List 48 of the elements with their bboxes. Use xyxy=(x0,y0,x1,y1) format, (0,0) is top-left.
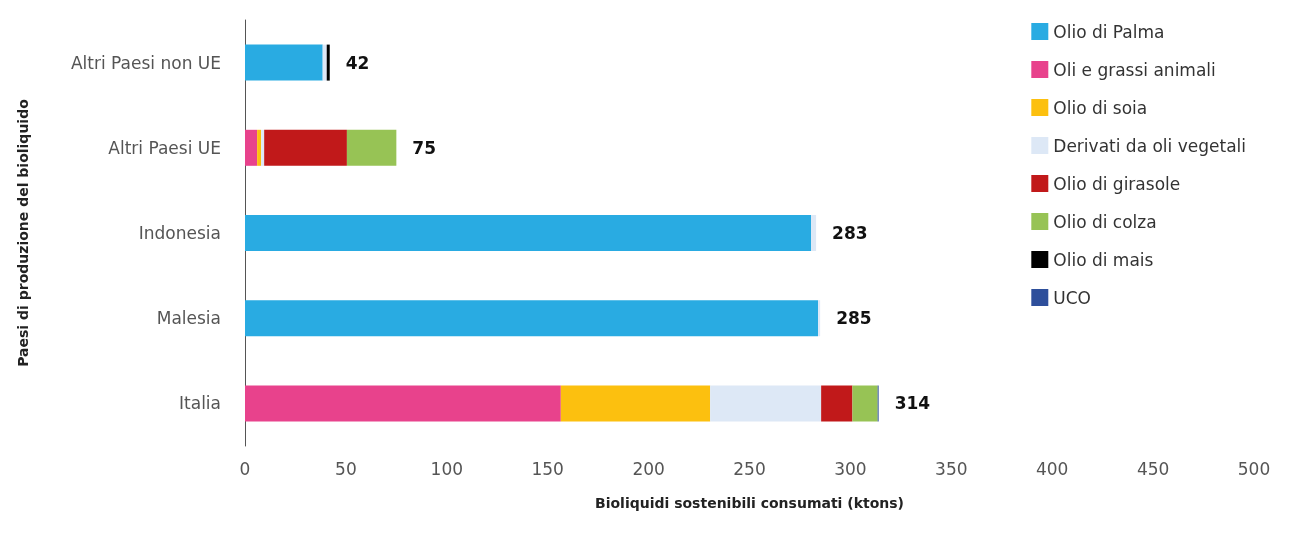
x-tick-label: 500 xyxy=(1237,458,1271,479)
bar xyxy=(245,129,258,166)
bar xyxy=(245,215,812,251)
bar xyxy=(261,129,265,166)
total-label: 283 xyxy=(832,223,868,243)
bar xyxy=(322,44,327,81)
y-tick-label: Altri Paesi non UE xyxy=(70,52,221,73)
y-tick-label: Italia xyxy=(179,393,221,414)
y-tick-label: Altri Paesi UE xyxy=(108,137,221,158)
total-label: 42 xyxy=(345,52,370,73)
y-axis-title: Paesi di produzione del bioliquido xyxy=(15,98,31,367)
legend-label: UCO xyxy=(1053,287,1092,308)
total-label: 75 xyxy=(412,137,437,158)
legend-label: Olio di soia xyxy=(1053,97,1148,118)
bar xyxy=(257,129,262,166)
x-tick-label: 150 xyxy=(531,458,564,479)
x-tick-label: 350 xyxy=(935,458,968,479)
bar xyxy=(326,44,330,81)
bar xyxy=(710,385,822,422)
bar xyxy=(245,385,561,422)
x-tick-label: 250 xyxy=(733,458,766,479)
total-label: 314 xyxy=(894,393,931,414)
bar xyxy=(560,385,711,422)
bar xyxy=(852,385,878,422)
bar xyxy=(818,300,821,337)
bar xyxy=(264,129,347,166)
x-tick-label: 450 xyxy=(1136,458,1170,479)
legend-label: Derivati da oli vegetali xyxy=(1053,135,1247,156)
x-axis-title: Bioliquidi sostenibili consumati (ktons) xyxy=(595,495,904,511)
legend-label: Olio di mais xyxy=(1053,249,1154,270)
x-tick-label: 400 xyxy=(1035,458,1069,479)
legend-label: Olio di Palma xyxy=(1053,21,1165,42)
legend-label: Olio di colza xyxy=(1053,211,1157,232)
legend-label: Oli e grassi animali xyxy=(1053,59,1216,80)
bar xyxy=(245,44,323,81)
y-tick-label: Indonesia xyxy=(138,223,221,243)
legend-label: Olio di girasole xyxy=(1053,173,1181,194)
bar xyxy=(821,385,853,422)
x-tick-label: 50 xyxy=(335,458,357,479)
x-tick-label: 200 xyxy=(632,458,665,479)
x-tick-label: 100 xyxy=(430,458,464,479)
total-label: 285 xyxy=(836,308,872,329)
y-tick-label: Malesia xyxy=(156,308,221,329)
x-tick-label: 300 xyxy=(834,458,867,479)
bar xyxy=(245,300,819,337)
x-tick-label: 0 xyxy=(239,458,251,479)
bar xyxy=(346,129,397,166)
bar xyxy=(811,215,817,251)
